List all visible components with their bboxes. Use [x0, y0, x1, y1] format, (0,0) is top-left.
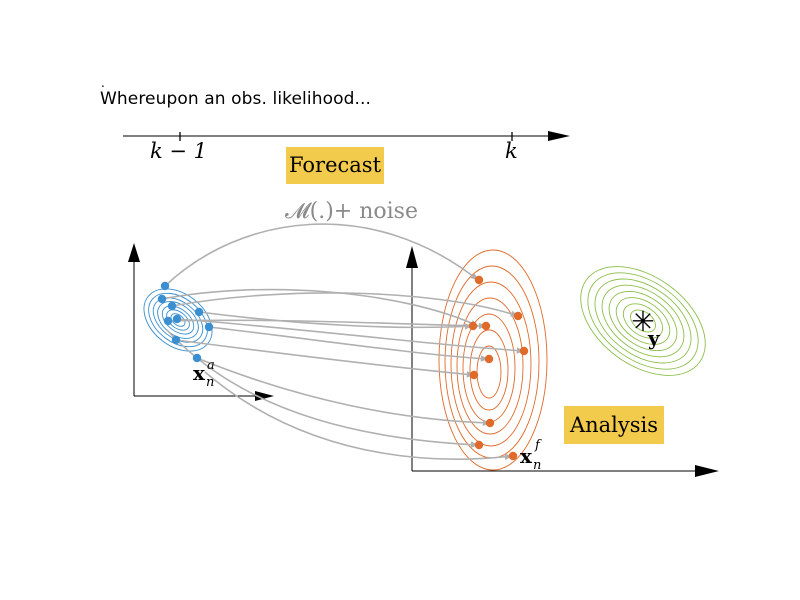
model-noise-label: 𝓜(.)+ noise: [285, 199, 418, 224]
xa-sup: a: [207, 358, 215, 373]
forecast-member: [485, 418, 495, 428]
xf-sup: f: [534, 438, 542, 453]
forecast-member: [469, 370, 479, 380]
analysis-state-label: x n a: [193, 358, 215, 390]
analysis-member: [171, 335, 181, 345]
forecast-ensemble: [468, 275, 529, 461]
analysis-member: [163, 316, 173, 326]
forecast-member: [513, 311, 523, 321]
observation-marker: ✳ y: [631, 305, 661, 350]
forecast-axes: [406, 246, 719, 477]
timeline: k − 1 k: [123, 131, 570, 163]
observation-label: y: [647, 326, 661, 350]
analysis-member: [192, 353, 202, 363]
analysis-member: [160, 281, 170, 291]
forecast-state-label: x n f: [520, 438, 542, 473]
tick-label-k-minus-1: k − 1: [150, 139, 207, 163]
xa-sub: n: [206, 375, 214, 390]
forecast-member: [474, 440, 484, 450]
slide-caption: Whereupon an obs. likelihood...: [100, 89, 371, 109]
model-trajectories: [161, 223, 525, 461]
forecast-label: Forecast: [286, 147, 384, 184]
analysis-member: [172, 314, 182, 324]
xf-sub: n: [533, 458, 541, 473]
analysis-member: [167, 301, 177, 311]
analysis-member: [157, 294, 167, 304]
forecast-member: [519, 346, 529, 356]
tick-label-k: k: [505, 139, 518, 163]
forecast-member: [508, 451, 518, 461]
analysis-label: Analysis: [564, 406, 664, 444]
forecast-contours: [438, 249, 548, 471]
analysis-text: Analysis: [569, 413, 658, 437]
analysis-ensemble: [157, 281, 214, 363]
analysis-member: [204, 322, 214, 332]
xf-base: x: [520, 444, 533, 468]
bullet-mark: .: [101, 76, 105, 90]
analysis-member: [194, 307, 204, 317]
forecast-member: [484, 354, 494, 364]
observation-asterisk-icon: ✳: [631, 305, 654, 338]
forecast-member: [474, 275, 484, 285]
forecast-member: [468, 321, 478, 331]
observation-contours: [580, 266, 706, 376]
forecast-member: [481, 321, 491, 331]
xa-base: x: [193, 361, 206, 385]
forecast-text: Forecast: [289, 153, 382, 177]
